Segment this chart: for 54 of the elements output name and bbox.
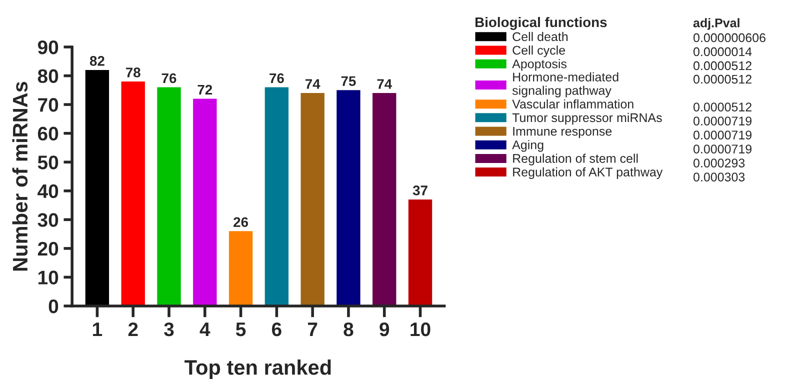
text: adj.Pval: [693, 18, 740, 30]
text: 0.0000719: [693, 130, 752, 140]
text: 0.0000014: [693, 47, 752, 56]
y-tick-label: 80: [38, 69, 58, 83]
legend-title: Biological functions: [476, 16, 607, 30]
text: 0.000293: [693, 158, 745, 168]
data-label: 37: [412, 186, 428, 196]
legend-label: Regulation of stem cell: [513, 154, 638, 166]
text: 0.0000512: [693, 102, 752, 112]
y-tick-label: 50: [38, 156, 58, 170]
x-tick-label: 6: [272, 322, 282, 336]
x-tick-label: 9: [380, 322, 390, 336]
data-label: 75: [341, 76, 356, 86]
legend-label: Cell death: [512, 32, 568, 42]
y-tick-label: 40: [38, 184, 58, 198]
y-tick-label: 0: [48, 299, 58, 314]
x-tick-label: 7: [308, 322, 318, 336]
data-label: 26: [234, 217, 248, 228]
x-tick-label: 4: [200, 322, 210, 336]
data-label: 74: [377, 79, 392, 89]
data-label: 76: [162, 73, 176, 84]
legend-label: Hormone-mediated signaling pathway: [512, 72, 618, 98]
text: 0.0000719: [693, 116, 752, 126]
y-tick-label: 20: [38, 242, 58, 256]
legend-label: Aging: [512, 140, 544, 152]
text: 0.000000606: [693, 33, 766, 42]
x-tick-label: 8: [344, 322, 354, 336]
data-label: 72: [198, 84, 212, 95]
text: 0.0000719: [693, 144, 752, 154]
x-tick-label: 10: [410, 322, 430, 336]
x-tick-label: 2: [128, 322, 138, 336]
text: 0.0000512: [693, 61, 752, 70]
legend-label: Immune response: [513, 126, 612, 138]
y-tick-label: 90: [38, 40, 58, 54]
y-tick-label: 70: [38, 98, 58, 112]
y-tick-label: 30: [38, 213, 58, 227]
legend-label: Apoptosis: [512, 59, 567, 71]
data-label: 78: [126, 68, 140, 78]
text: 0.000303: [693, 172, 745, 182]
data-label: 82: [90, 56, 104, 66]
data-label: 76: [270, 73, 284, 84]
text: 0.0000512: [693, 74, 752, 84]
y-tick-label: 60: [38, 126, 58, 141]
x-tick-label: 1: [93, 322, 102, 336]
x-tick-label: 3: [164, 322, 174, 336]
x-axis-title: Top ten ranked: [184, 360, 331, 379]
y-axis-title: Number of miRNAs: [12, 82, 28, 271]
y-tick-label: 10: [38, 270, 58, 284]
x-tick-label: 5: [236, 322, 246, 336]
legend-label: Vascular inflammation: [512, 99, 634, 109]
legend-label: Cell cycle: [512, 46, 565, 58]
legend-label: Regulation of AKT pathway: [513, 167, 663, 179]
data-label: 74: [305, 79, 320, 89]
legend-label: Tumor suppressor miRNAs: [512, 112, 662, 125]
